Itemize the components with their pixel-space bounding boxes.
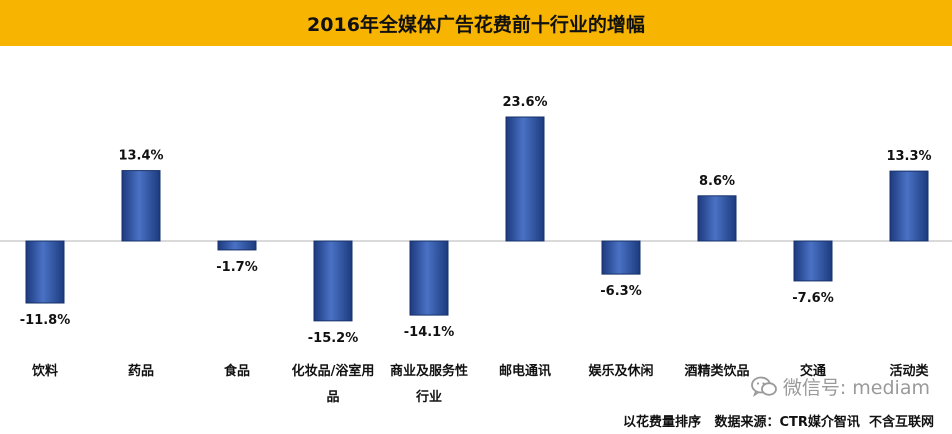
data-label: 13.3% [886,149,931,164]
bar [601,240,641,275]
bar [697,195,737,242]
title-bar: 2016年全媒体广告花费前十行业的增幅 [0,0,952,46]
watermark-text: 微信号: mediam [782,377,930,399]
data-label: 23.6% [502,95,547,110]
category-label: 交通 [800,363,826,379]
category-label: 商业及服务性行业 [390,363,468,405]
bar [313,240,353,322]
category-label: 药品 [128,363,154,379]
chart-title: 2016年全媒体广告花费前十行业的增幅 [307,13,645,36]
data-label: -11.8% [20,313,71,328]
category-label: 娱乐及休闲 [588,363,653,379]
bar [793,240,833,282]
category-label: 邮电通讯 [499,363,551,379]
source-note: 以花费量排序 数据来源：CTR媒介智讯 不含互联网 [622,415,934,430]
category-label: 酒精类饮品 [684,363,749,379]
wechat-icon [750,376,777,397]
bar [409,240,449,316]
data-label: -15.2% [308,331,359,346]
category-label: 活动类 [889,363,929,379]
category-label: 饮料 [31,363,58,379]
data-label: -14.1% [404,325,455,340]
category-label: 食品 [224,363,250,379]
watermark: 微信号: mediam [750,373,930,400]
bar [889,170,929,242]
data-label: 13.4% [118,149,163,164]
bar [121,170,161,242]
data-label: -7.6% [792,291,833,306]
bar [25,240,65,304]
category-label: 化妆品/浴室用品 [292,363,375,405]
data-label: -1.7% [216,260,257,275]
data-label: -6.3% [600,284,641,299]
bar [217,240,257,251]
data-label: 8.6% [699,174,735,189]
bar [505,116,545,242]
